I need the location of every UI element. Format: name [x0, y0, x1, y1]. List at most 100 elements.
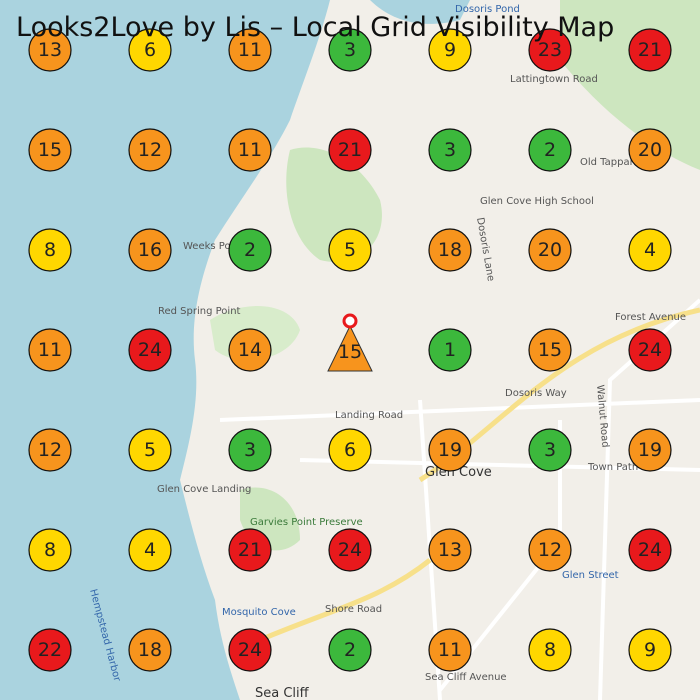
map-label: Glen Street [562, 570, 619, 581]
rank-marker [228, 228, 272, 272]
rank-value: 15 [38, 139, 62, 161]
rank-marker [28, 428, 72, 472]
rank-value: 4 [144, 539, 156, 561]
rank-value: 6 [144, 39, 156, 61]
rank-value: 3 [444, 139, 456, 161]
rank-marker [228, 428, 272, 472]
rank-value: 3 [344, 39, 356, 61]
rank-value: 5 [344, 239, 356, 261]
rank-marker [228, 128, 272, 172]
map-label: Sea Cliff [255, 686, 310, 700]
map-label: Mosquito Cove [222, 607, 296, 618]
rank-value: 2 [244, 239, 256, 261]
rank-value: 3 [544, 439, 556, 461]
rank-value: 23 [538, 39, 562, 61]
rank-value: 12 [538, 539, 562, 561]
title: Looks2Love by Lis – Local Grid Visibilit… [16, 12, 614, 43]
map-label: Glen Cove High School [480, 196, 594, 207]
rank-value: 2 [344, 639, 356, 661]
map-label: Garvies Point Preserve [250, 517, 363, 528]
rank-value: 12 [38, 439, 62, 461]
rank-value: 19 [438, 439, 462, 461]
rank-marker [228, 328, 272, 372]
rank-value: 14 [238, 339, 262, 361]
map-label: Weeks Point [183, 241, 244, 252]
rank-marker [428, 128, 472, 172]
rank-marker [528, 428, 572, 472]
rank-marker [628, 328, 672, 372]
rank-marker [528, 28, 572, 72]
rank-value: 18 [138, 639, 162, 661]
map-label: Walnut Road [594, 384, 610, 448]
rank-value: 18 [438, 239, 462, 261]
pond [370, 0, 470, 24]
map-label: Sea Cliff Avenue [425, 672, 507, 683]
rank-value: 24 [138, 339, 162, 361]
map-label: Forest Avenue [615, 312, 686, 323]
rank-marker [228, 628, 272, 672]
rank-marker [628, 28, 672, 72]
rank-marker [628, 628, 672, 672]
map-label: Red Spring Point [158, 306, 241, 317]
rank-marker [628, 428, 672, 472]
map-label: Dosoris Pond [455, 4, 520, 15]
rank-marker [528, 228, 572, 272]
map-label: Landing Road [335, 410, 403, 421]
rank-value: 22 [38, 639, 62, 661]
map-label: Glen Cove Landing [157, 484, 251, 495]
rank-value: 20 [538, 239, 562, 261]
rank-marker [328, 528, 372, 572]
rank-marker [428, 328, 472, 372]
rank-value: 21 [638, 39, 662, 61]
rank-marker [528, 628, 572, 672]
rank-marker [128, 328, 172, 372]
rank-value: 11 [238, 139, 262, 161]
rank-marker [128, 28, 172, 72]
rank-marker [327, 324, 373, 372]
rank-value: 8 [44, 539, 56, 561]
rank-marker [128, 528, 172, 572]
pin [342, 313, 358, 329]
rank-marker [128, 428, 172, 472]
rank-value: 15 [338, 341, 362, 363]
rank-marker [28, 28, 72, 72]
rank-marker [528, 328, 572, 372]
rank-value: 24 [238, 639, 262, 661]
map-label: Lattingtown Road [510, 74, 598, 85]
rank-value: 24 [638, 539, 662, 561]
rank-marker [428, 628, 472, 672]
location-pin [342, 313, 358, 329]
rank-marker [28, 228, 72, 272]
rank-value: 8 [44, 239, 56, 261]
rank-marker [28, 128, 72, 172]
rank-value: 2 [544, 139, 556, 161]
rank-value: 24 [338, 539, 362, 561]
map-label: Shore Road [325, 604, 382, 615]
rank-value: 4 [644, 239, 656, 261]
rank-value: 16 [138, 239, 162, 261]
rank-value: 3 [244, 439, 256, 461]
rank-value: 9 [444, 39, 456, 61]
rank-marker [228, 528, 272, 572]
rank-marker [428, 428, 472, 472]
rank-marker [128, 628, 172, 672]
rank-value: 11 [238, 39, 262, 61]
rank-value: 21 [338, 139, 362, 161]
rank-marker [528, 128, 572, 172]
rank-value: 12 [138, 139, 162, 161]
rank-value: 9 [644, 639, 656, 661]
rank-value: 20 [638, 139, 662, 161]
rank-marker [328, 628, 372, 672]
rank-marker [128, 128, 172, 172]
rank-marker [328, 128, 372, 172]
rank-value: 8 [544, 639, 556, 661]
map-label: Dosoris Way [505, 388, 567, 399]
rank-marker [228, 28, 272, 72]
rank-marker [328, 228, 372, 272]
rank-marker [328, 28, 372, 72]
rank-value: 19 [638, 439, 662, 461]
rank-value: 1 [444, 339, 456, 361]
rank-value: 13 [38, 39, 62, 61]
